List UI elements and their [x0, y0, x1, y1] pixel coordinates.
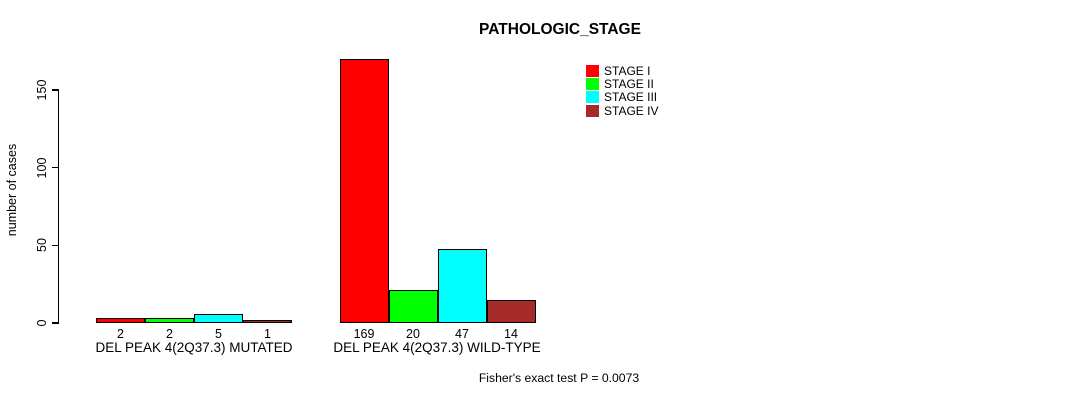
- y-tick-label: 50: [35, 238, 49, 253]
- y-tick-label: 100: [35, 157, 49, 179]
- y-tick-mark: [51, 322, 59, 324]
- legend-item-stage-ii: STAGE II: [586, 77, 658, 92]
- y-axis-line: [57, 89, 60, 324]
- legend-swatch-stage-iv: [586, 104, 599, 117]
- legend: STAGE I STAGE II STAGE III STAGE IV: [586, 64, 658, 118]
- bar-stage-iii-wild-type: [437, 248, 487, 323]
- legend-label: STAGE I: [604, 63, 651, 78]
- y-tick-label: 0: [35, 319, 49, 327]
- y-tick-label: 150: [35, 79, 49, 101]
- bar-value-label: 2: [117, 327, 124, 341]
- bar-stage-ii-mutated: [145, 318, 194, 323]
- y-tick-mark: [51, 89, 59, 91]
- bar-value-label: 20: [406, 327, 420, 341]
- bar-stage-ii-wild-type: [388, 290, 438, 323]
- legend-item-stage-iii: STAGE III: [586, 91, 658, 104]
- bar-stage-iii-mutated: [194, 313, 243, 323]
- legend-item-stage-i: STAGE I: [586, 64, 658, 77]
- bar-value-label: 1: [264, 327, 271, 341]
- bar-stage-i-mutated: [96, 318, 145, 323]
- bar-value-label: 47: [455, 327, 469, 341]
- legend-swatch-stage-i: [586, 64, 599, 77]
- legend-label: STAGE II: [604, 77, 654, 92]
- chart-title: PATHOLOGIC_STAGE: [479, 21, 641, 38]
- bar-value-label: 169: [353, 327, 375, 341]
- bar-value-label: 14: [504, 327, 518, 341]
- legend-item-stage-iv: STAGE IV: [586, 104, 658, 117]
- annotation-text: Fisher's exact test P = 0.0073: [478, 371, 640, 385]
- bar-value-label: 5: [215, 327, 222, 341]
- legend-label: STAGE III: [604, 90, 658, 105]
- y-tick-mark: [51, 244, 59, 247]
- legend-label: STAGE IV: [604, 103, 659, 118]
- bar-stage-i-wild-type: [339, 59, 389, 323]
- bar-stage-iv-mutated: [243, 319, 292, 323]
- legend-swatch-stage-ii: [586, 78, 599, 91]
- y-tick-mark: [51, 166, 59, 169]
- group-label-wildtype: DEL PEAK 4(2Q37.3) WILD-TYPE: [333, 340, 541, 355]
- bar-value-label: 2: [166, 327, 173, 341]
- bar-stage-iv-wild-type: [486, 299, 536, 323]
- y-axis-label: number of cases: [5, 143, 19, 237]
- legend-swatch-stage-iii: [586, 91, 599, 104]
- group-label-mutated: DEL PEAK 4(2Q37.3) MUTATED: [95, 340, 293, 355]
